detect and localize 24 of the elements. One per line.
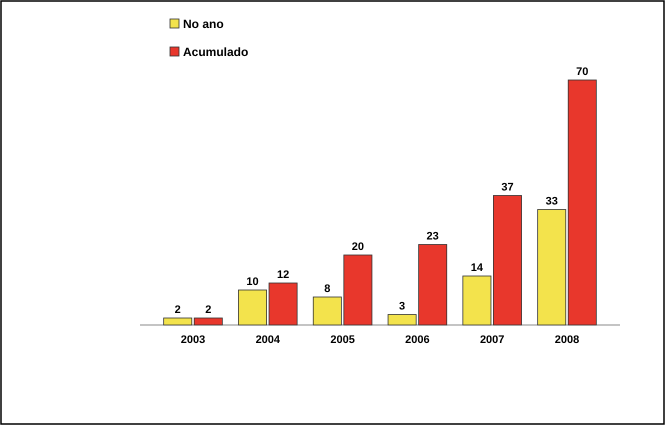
- bar: [537, 209, 566, 326]
- bar: [194, 318, 223, 326]
- data-label: 70: [576, 66, 588, 78]
- x-tick-label: 2005: [330, 334, 355, 346]
- data-label: 3: [399, 300, 406, 312]
- data-label: 8: [324, 283, 330, 295]
- x-tick-label: 2004: [256, 334, 281, 346]
- data-label: 10: [246, 276, 259, 288]
- x-tick-label: 2008: [554, 334, 580, 346]
- bar: [163, 318, 192, 326]
- data-label: 20: [352, 241, 364, 253]
- data-label: 2: [174, 304, 181, 316]
- data-label: 23: [426, 230, 439, 242]
- data-label: 14: [470, 262, 484, 274]
- data-label: 2: [205, 304, 212, 316]
- legend-label: Acumulado: [183, 45, 248, 59]
- data-label: 37: [501, 182, 514, 194]
- x-tick-label: 2007: [480, 334, 504, 346]
- data-label: 33: [546, 196, 558, 208]
- x-tick-label: 2006: [405, 334, 430, 346]
- legend-label: No ano: [183, 17, 224, 31]
- bar: [568, 80, 597, 326]
- x-tick-label: 2003: [180, 334, 206, 346]
- data-label: 12: [276, 269, 290, 281]
